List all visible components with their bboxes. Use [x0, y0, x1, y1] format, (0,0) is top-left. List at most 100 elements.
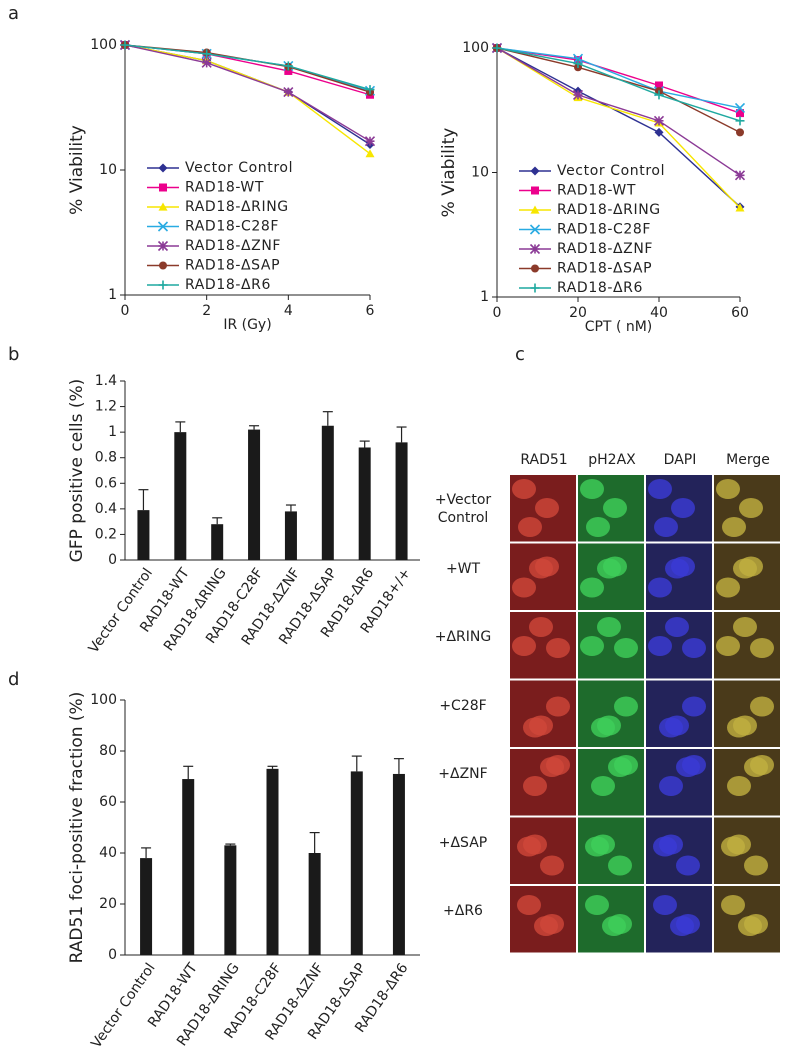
nucleus [744, 914, 768, 934]
x-tick-label: Vector Control [86, 565, 156, 656]
marker [529, 243, 541, 255]
nucleus [671, 498, 695, 518]
marker [654, 127, 664, 137]
nucleus [750, 638, 774, 658]
marker [158, 163, 168, 173]
y-tick-label: 0.4 [95, 501, 117, 517]
y-tick-label: 40 [99, 845, 117, 861]
marker [158, 202, 168, 211]
marker [736, 128, 744, 137]
row-label: +ΔR6 [443, 903, 483, 920]
nucleus [716, 636, 740, 656]
nucleus [750, 755, 774, 775]
legend-label: RAD18-WT [185, 180, 264, 196]
marker [734, 102, 746, 114]
row-label: +Vector Control [434, 492, 492, 527]
x-tick-label: 6 [366, 303, 375, 319]
bar [174, 432, 187, 560]
nucleus [676, 855, 700, 876]
x-tick-label: Vector Control [88, 960, 158, 1050]
marker [734, 170, 746, 181]
row-label: +ΔZNF [438, 766, 488, 783]
panel-label: d [8, 669, 19, 690]
column-label: pH2AX [588, 452, 636, 468]
row-label: +C28F [439, 697, 487, 714]
marker [735, 203, 745, 212]
series-line [496, 47, 741, 114]
nucleus [682, 638, 706, 658]
y-tick-label: 0 [108, 947, 117, 963]
marker [120, 40, 130, 50]
marker [492, 43, 502, 53]
y-tick-label: 100 [90, 692, 117, 708]
x-axis-label: IR (Gy) [223, 317, 271, 333]
nucleus [671, 556, 695, 577]
nucleus [603, 498, 627, 518]
nucleus [585, 895, 609, 915]
row-label: +WT [445, 560, 481, 577]
legend-label: RAD18-C28F [557, 222, 651, 238]
y-axis-label: % Viability [439, 128, 459, 218]
nucleus [665, 617, 689, 637]
nucleus [580, 577, 604, 598]
bar [308, 853, 321, 955]
nucleus [648, 636, 672, 656]
y-tick-label: 20 [99, 896, 117, 912]
row-label: +ΔRING [434, 629, 492, 646]
nucleus [648, 577, 672, 598]
bar [358, 447, 371, 560]
legend-label: RAD18-WT [557, 183, 636, 199]
marker [159, 183, 167, 192]
x-axis-label: CPT ( nM) [585, 319, 653, 335]
marker [159, 261, 167, 270]
y-tick-label: 1.4 [95, 373, 117, 389]
nucleus [580, 636, 604, 656]
nucleus [540, 914, 564, 934]
nucleus [727, 834, 751, 855]
nucleus [608, 914, 632, 934]
nucleus [733, 715, 757, 736]
column-label: DAPI [664, 452, 697, 468]
x-tick-label: 60 [731, 305, 749, 321]
legend-label: RAD18-ΔSAP [185, 258, 280, 274]
legend-label: RAD18-ΔSAP [557, 261, 652, 277]
panel-label: c [515, 344, 525, 365]
nucleus [721, 895, 745, 915]
marker [284, 66, 293, 75]
nucleus [722, 517, 746, 537]
marker [530, 283, 540, 293]
nucleus [580, 479, 604, 499]
marker [655, 81, 663, 90]
nucleus [733, 617, 757, 637]
series-line [496, 47, 741, 208]
legend-label: RAD18-ΔR6 [557, 280, 643, 296]
nucleus [653, 895, 677, 915]
x-tick-label: 4 [284, 303, 293, 319]
marker [654, 90, 664, 100]
bar [140, 858, 153, 955]
nucleus [716, 479, 740, 499]
column-label: RAD51 [520, 452, 567, 468]
marker [157, 221, 169, 232]
bar [137, 510, 150, 560]
marker [201, 57, 212, 68]
nucleus [682, 696, 706, 717]
x-tick-label: 0 [493, 305, 502, 321]
nucleus [597, 715, 621, 736]
x-tick-label: 0 [121, 303, 130, 319]
nucleus [523, 834, 547, 855]
y-tick-label: 100 [90, 37, 117, 53]
y-axis-label: GFP positive cells (%) [67, 379, 87, 563]
nucleus [665, 715, 689, 736]
marker [736, 109, 744, 118]
bar [395, 442, 408, 560]
nucleus [529, 715, 553, 736]
bar [248, 429, 261, 560]
nucleus [739, 498, 763, 518]
series-line [496, 47, 741, 122]
nucleus [546, 638, 570, 658]
y-tick-label: 10 [471, 165, 489, 181]
nucleus [518, 517, 542, 537]
nucleus [517, 895, 541, 915]
